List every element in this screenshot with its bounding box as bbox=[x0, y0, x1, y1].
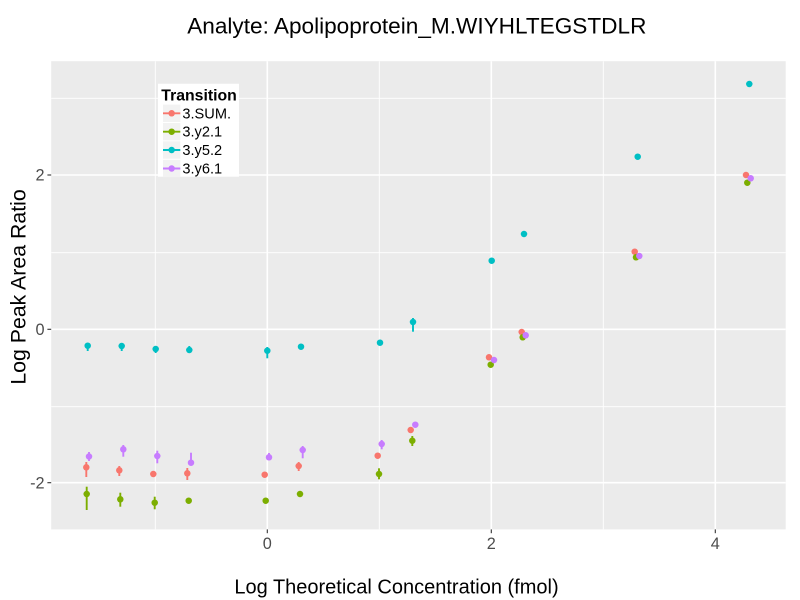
svg-text:0: 0 bbox=[263, 535, 272, 553]
svg-text:Analyte: Apolipoprotein_M.WIYH: Analyte: Apolipoprotein_M.WIYHLTEGSTDLR bbox=[187, 14, 646, 39]
svg-text:2: 2 bbox=[487, 535, 496, 553]
svg-text:4: 4 bbox=[711, 535, 720, 553]
svg-text:2: 2 bbox=[36, 167, 45, 185]
svg-text:-2: -2 bbox=[30, 474, 44, 492]
svg-text:3.SUM.: 3.SUM. bbox=[182, 106, 231, 122]
svg-text:3.y5.2: 3.y5.2 bbox=[182, 143, 222, 159]
svg-text:3.y2.1: 3.y2.1 bbox=[182, 125, 222, 141]
svg-text:3.y6.1: 3.y6.1 bbox=[182, 162, 222, 178]
svg-text:0: 0 bbox=[36, 321, 45, 339]
svg-text:Log Theoretical Concentration: Log Theoretical Concentration (fmol) bbox=[234, 576, 558, 598]
svg-text:Transition: Transition bbox=[161, 88, 236, 105]
svg-text:Log Peak Area Ratio: Log Peak Area Ratio bbox=[7, 189, 31, 384]
